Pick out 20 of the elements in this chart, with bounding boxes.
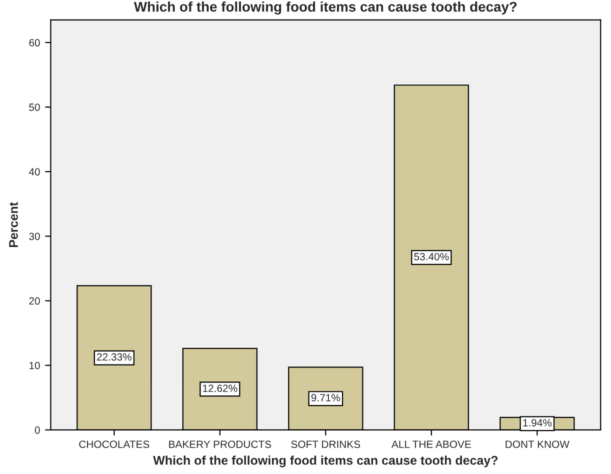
y-tick-label: 50 [29,104,40,111]
x-axis-title: Which of the following food items can cause tooth decay? [153,456,498,468]
y-tick-label: 60 [29,39,40,46]
x-tick-label: ALL THE ABOVE [391,440,471,448]
x-tick-label: SOFT DRINKS [291,440,360,448]
data-label: 12.62% [203,384,238,392]
data-label: 9.71% [311,394,340,402]
x-tick-label: DONT KNOW [506,440,570,448]
y-tick-label: 20 [29,297,40,305]
chart-title: Which of the following food items can cause tooth decay? [134,2,517,15]
data-label: 1.94% [523,419,552,426]
y-tick-label: 0 [34,426,40,434]
y-axis-title: Percent [9,202,18,248]
data-label: 22.33% [97,353,132,361]
x-tick-label: CHOCOLATES [79,440,150,448]
x-tick-label: BAKERY PRODUCTS [169,440,272,448]
y-tick-label: 30 [29,232,40,240]
data-label: 53.40% [414,252,449,260]
y-tick-label: 10 [30,362,40,370]
y-tick-label: 40 [28,168,40,176]
